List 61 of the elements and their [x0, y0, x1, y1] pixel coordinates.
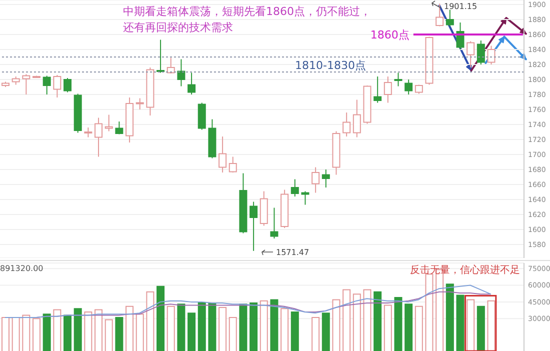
candlestick: [301, 190, 310, 206]
bar: [198, 302, 206, 351]
candlestick: [476, 40, 485, 65]
candlestick: [290, 178, 299, 197]
bar: [177, 304, 186, 351]
annotation: 1901.15: [444, 2, 478, 11]
bar: [208, 302, 216, 351]
candlestick: [466, 40, 475, 68]
bar: [446, 284, 454, 351]
bar: [156, 286, 165, 351]
candlestick: [156, 39, 165, 74]
bar: [322, 312, 330, 351]
bar: [374, 291, 382, 351]
annotation: 1810-1830点: [295, 59, 366, 72]
annotation: 还有再回探的技术需求: [123, 21, 233, 34]
candlestick: [64, 78, 72, 93]
candlestick: [322, 169, 330, 188]
candlestick: [352, 99, 361, 138]
annotation: 中期看走箱体震荡，短期先看1860点，仍不能过，: [123, 5, 371, 18]
line-series: [4, 284, 492, 318]
candlestick: [384, 76, 392, 104]
candlestick: [342, 112, 351, 137]
candlestick: [136, 98, 144, 110]
candlestick: [198, 102, 206, 130]
bar: [476, 306, 485, 351]
bar: [250, 302, 258, 351]
bar: [64, 314, 72, 351]
candlestick: [53, 74, 62, 98]
candlestick: [218, 136, 227, 173]
bar: [188, 312, 196, 351]
bar: [270, 299, 278, 351]
bar: [42, 314, 51, 351]
candlestick: [115, 121, 124, 135]
bar: [404, 304, 413, 351]
candlestick: [188, 72, 196, 95]
candlestick: [94, 117, 103, 158]
candlestick: [84, 127, 92, 138]
candlestick: [42, 75, 51, 95]
annotation: 反击无量，信心跟进不足: [410, 264, 520, 276]
bar: [394, 296, 402, 351]
candlestick: [446, 9, 454, 27]
candlestick: [487, 45, 496, 65]
candlestick: [436, 3, 444, 27]
bar: [456, 294, 464, 351]
candlestick: [394, 72, 402, 87]
candlestick: [404, 79, 413, 95]
annotation: 891320.00: [0, 264, 44, 273]
candlestick: [177, 58, 186, 87]
candlestick: [270, 207, 278, 239]
bar: [115, 317, 124, 351]
candlestick: [312, 166, 320, 194]
candlestick: [374, 76, 382, 104]
bar: [239, 304, 248, 351]
candlestick: [250, 201, 258, 252]
bar: [74, 308, 82, 351]
candlestick: [228, 156, 237, 173]
candlestick: [22, 74, 30, 95]
annotation: 1571.47: [276, 248, 310, 257]
ref-line-label: 1860点: [370, 28, 410, 42]
bar: [290, 311, 299, 351]
candlestick: [104, 114, 113, 132]
